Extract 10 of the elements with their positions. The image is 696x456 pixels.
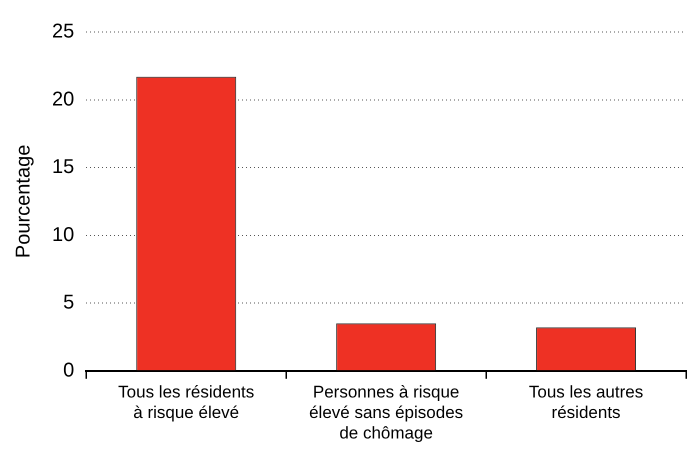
y-tick-label: 25	[52, 20, 74, 43]
y-axis-title: Pourcentage	[12, 144, 35, 258]
x-tick-label: Personnes à risque élevé sans épisodes de chômage	[309, 382, 464, 442]
x-tick-label: Tous les résidents à risque élevé	[118, 382, 254, 422]
y-tick-label: 20	[52, 88, 74, 110]
y-tick-label: 15	[52, 156, 74, 178]
y-tick-label: 10	[52, 224, 74, 246]
y-tick-label: 0	[63, 359, 74, 382]
x-tick-label: Tous les autres résidents	[528, 382, 644, 422]
y-tick-label: 5	[63, 292, 74, 314]
